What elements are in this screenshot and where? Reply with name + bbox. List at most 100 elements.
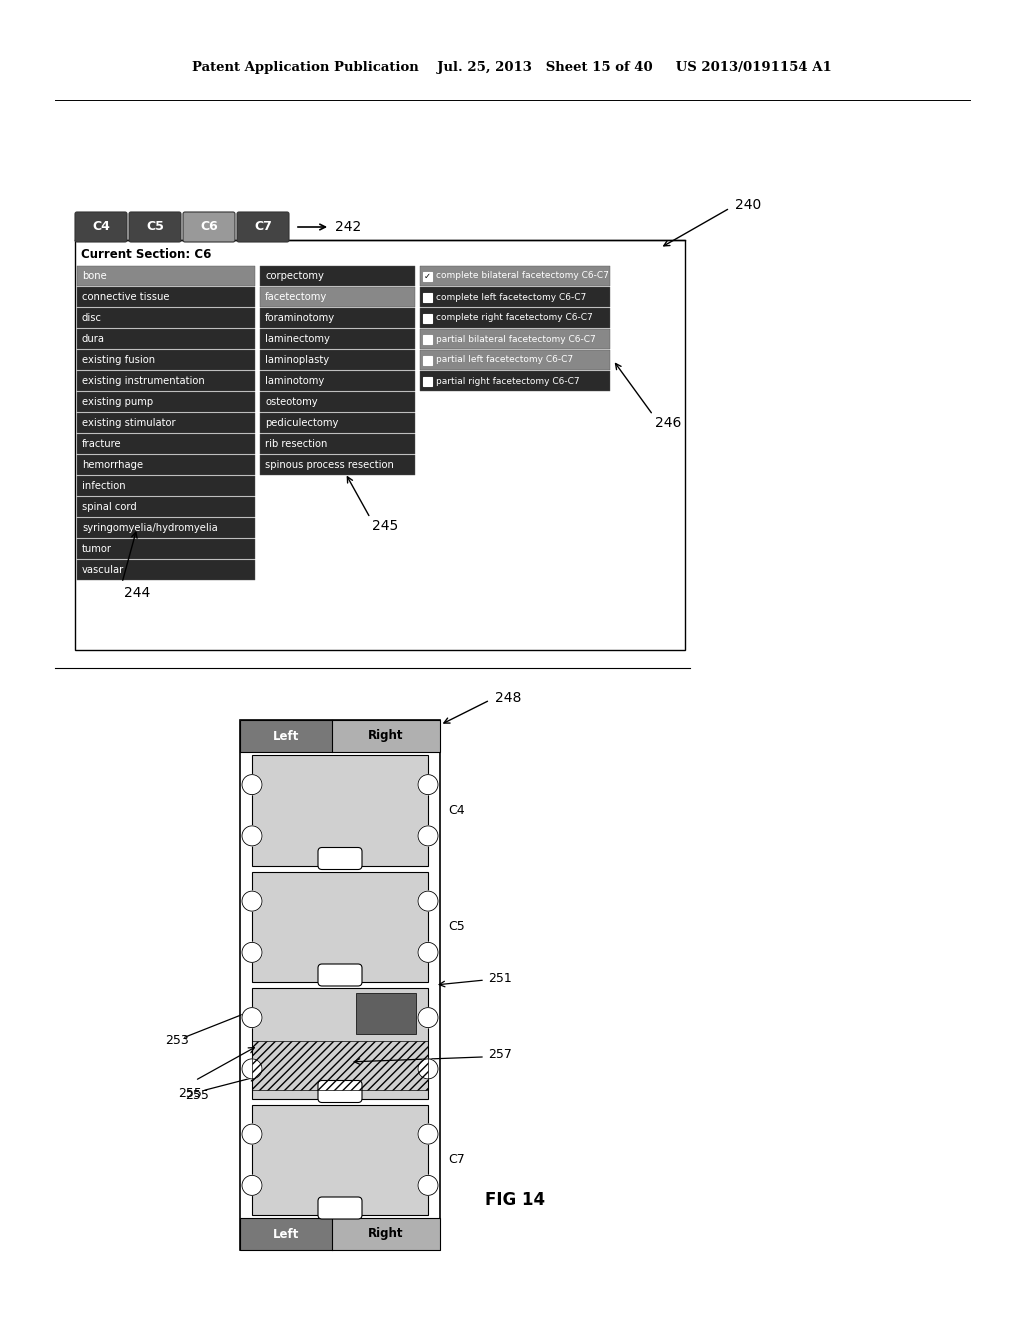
Bar (240, 719, 440, 752)
Circle shape (418, 775, 438, 795)
Bar (75, 240, 685, 649)
Bar (240, 1218, 440, 1250)
Circle shape (418, 891, 438, 911)
Bar (260, 308, 415, 327)
Text: dura: dura (82, 334, 105, 345)
FancyBboxPatch shape (183, 213, 234, 242)
Bar (260, 286, 415, 308)
Bar (260, 434, 415, 454)
Text: partial right facetectomy C6-C7: partial right facetectomy C6-C7 (436, 376, 580, 385)
Bar (240, 1218, 332, 1250)
Text: 240: 240 (735, 198, 761, 213)
Bar (252, 755, 428, 866)
Bar (240, 719, 332, 752)
Bar (77, 560, 255, 579)
Text: facetectomy: facetectomy (265, 292, 328, 302)
Text: laminoplasty: laminoplasty (265, 355, 329, 366)
Text: C4: C4 (449, 804, 465, 817)
Text: Patent Application Publication    Jul. 25, 2013   Sheet 15 of 40     US 2013/019: Patent Application Publication Jul. 25, … (193, 62, 831, 74)
Circle shape (242, 942, 262, 962)
Bar (77, 350, 255, 370)
Circle shape (242, 891, 262, 911)
Bar (423, 376, 432, 385)
Text: 244: 244 (124, 586, 151, 601)
Circle shape (242, 1175, 262, 1196)
Text: C4: C4 (92, 220, 110, 234)
Text: vascular: vascular (82, 565, 124, 576)
Text: disc: disc (82, 313, 102, 323)
Circle shape (242, 1059, 262, 1078)
Text: 248: 248 (495, 690, 521, 705)
Bar (77, 498, 255, 517)
Bar (260, 350, 415, 370)
Text: 255: 255 (178, 1088, 202, 1100)
Circle shape (242, 826, 262, 846)
Text: 242: 242 (335, 220, 361, 234)
Text: 246: 246 (655, 416, 681, 430)
Text: infection: infection (82, 480, 126, 491)
Bar (423, 355, 432, 364)
Text: Right: Right (369, 1228, 403, 1241)
Text: C6: C6 (200, 220, 218, 234)
Text: connective tissue: connective tissue (82, 292, 170, 302)
Text: pediculectomy: pediculectomy (265, 418, 338, 428)
Text: 253: 253 (165, 1034, 188, 1047)
Bar (77, 286, 255, 308)
Circle shape (242, 1125, 262, 1144)
Text: Left: Left (272, 1228, 299, 1241)
Text: existing pump: existing pump (82, 397, 154, 407)
Text: Current Section: C6: Current Section: C6 (81, 248, 211, 260)
Bar (356, 993, 416, 1034)
Text: ✓: ✓ (424, 272, 431, 281)
Bar (252, 871, 428, 982)
FancyBboxPatch shape (237, 213, 289, 242)
Text: osteotomy: osteotomy (265, 397, 317, 407)
FancyBboxPatch shape (318, 1197, 362, 1218)
Text: laminectomy: laminectomy (265, 334, 330, 345)
Bar (77, 371, 255, 391)
Bar (420, 371, 610, 391)
Bar (252, 1041, 428, 1090)
Circle shape (418, 1175, 438, 1196)
FancyBboxPatch shape (75, 213, 127, 242)
Bar (260, 392, 415, 412)
Bar (77, 267, 255, 286)
FancyBboxPatch shape (318, 1081, 362, 1102)
Text: syringomyelia/hydromyelia: syringomyelia/hydromyelia (82, 523, 218, 533)
Text: C5: C5 (449, 920, 465, 933)
Bar (420, 329, 610, 348)
Bar (420, 350, 610, 370)
Circle shape (418, 1007, 438, 1027)
Bar (260, 329, 415, 348)
Circle shape (418, 1059, 438, 1078)
Text: spinous process resection: spinous process resection (265, 459, 394, 470)
Bar (423, 314, 432, 322)
Bar (423, 293, 432, 301)
Text: complete left facetectomy C6-C7: complete left facetectomy C6-C7 (436, 293, 587, 301)
Text: existing instrumentation: existing instrumentation (82, 376, 205, 385)
Text: partial bilateral facetectomy C6-C7: partial bilateral facetectomy C6-C7 (436, 334, 596, 343)
Text: 251: 251 (488, 972, 512, 985)
Bar (240, 719, 440, 752)
Bar (260, 371, 415, 391)
Text: C5: C5 (146, 220, 164, 234)
Text: laminotomy: laminotomy (265, 376, 325, 385)
Bar (77, 329, 255, 348)
Text: 257: 257 (488, 1048, 512, 1061)
Bar (423, 272, 432, 281)
Text: C7: C7 (449, 1154, 465, 1167)
Bar (260, 455, 415, 475)
Text: complete bilateral facetectomy C6-C7: complete bilateral facetectomy C6-C7 (436, 272, 609, 281)
Text: Right: Right (369, 730, 403, 742)
Text: bone: bone (82, 271, 106, 281)
Bar (77, 392, 255, 412)
Bar (252, 1105, 428, 1214)
Text: existing stimulator: existing stimulator (82, 418, 176, 428)
Bar (420, 308, 610, 327)
Bar (240, 1218, 440, 1250)
Text: foraminotomy: foraminotomy (265, 313, 335, 323)
Bar (77, 539, 255, 558)
Text: spinal cord: spinal cord (82, 502, 137, 512)
FancyBboxPatch shape (318, 847, 362, 870)
Text: FIG 14: FIG 14 (485, 1191, 545, 1209)
